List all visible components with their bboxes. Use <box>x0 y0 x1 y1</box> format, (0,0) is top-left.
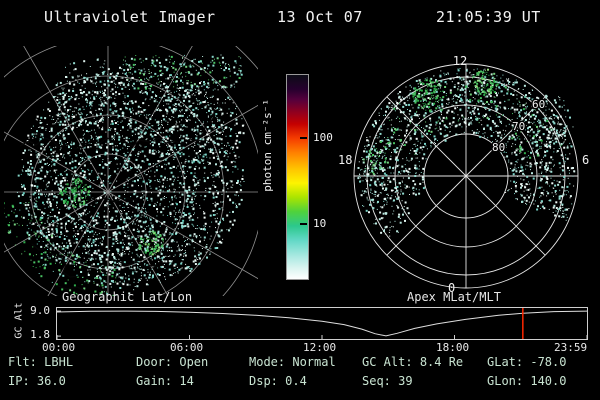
mlt-6-label: 6 <box>582 153 589 167</box>
colorbar-unit-label: photon cm⁻²s⁻¹ <box>261 99 274 192</box>
status-glat-value: -78.0 <box>530 355 567 369</box>
status-dsp-value: 0.4 <box>285 374 307 388</box>
colorbar-tick-100: 100 <box>313 131 333 144</box>
status-glon-label: GLon: <box>487 374 524 388</box>
status-gain: Gain: 14 <box>136 374 194 388</box>
status-gcalt-value: 8.4 Re <box>419 355 464 369</box>
colorbar-tickmark-100 <box>300 137 307 139</box>
magnetic-image-panel: 12 18 6 0 80 70 60 <box>338 54 589 295</box>
status-door-value: Open <box>179 355 209 369</box>
status-glat-label: GLat: <box>487 355 524 369</box>
gc-alt-ytick-low: 1.8 <box>30 328 50 341</box>
status-flt-label: Flt: <box>8 355 37 369</box>
status-gcalt-label: GC Alt: <box>362 355 413 369</box>
status-glat: GLat: -78.0 <box>487 355 566 369</box>
colorbar-gradient <box>286 74 309 280</box>
status-seq-label: Seq: <box>362 374 391 388</box>
status-seq-value: 39 <box>398 374 413 388</box>
geographic-image-panel <box>4 46 258 296</box>
status-dsp: Dsp: 0.4 <box>249 374 307 388</box>
gc-alt-axis-label: GC Alt <box>13 302 25 339</box>
xtick-0000: 00:00 <box>42 341 76 354</box>
gc-alt-curve-plot <box>57 308 587 339</box>
status-ip: IP: 36.0 <box>8 374 66 388</box>
mlt-0-label: 0 <box>448 281 455 295</box>
mlat-80-label: 80 <box>492 141 505 154</box>
status-door: Door: Open <box>136 355 208 369</box>
status-glon: GLon: 140.0 <box>487 374 566 388</box>
mlt-18-label: 18 <box>338 153 352 167</box>
time-label: 21:05:39 UT <box>436 8 541 26</box>
mlat-60-label: 60 <box>532 98 545 111</box>
mag-aurora-speckle-layer <box>357 68 576 237</box>
xtick-2359: 23:59 <box>554 341 588 354</box>
mlat-70-label: 70 <box>512 120 525 133</box>
xtick-0600: 06:00 <box>170 341 204 354</box>
geo-coastline-layer <box>19 101 222 292</box>
status-glon-value: 140.0 <box>530 374 567 388</box>
status-mode: Mode: Normal <box>249 355 336 369</box>
status-door-label: Door: <box>136 355 173 369</box>
gc-alt-strip-chart <box>56 307 588 340</box>
status-ip-value: 36.0 <box>36 374 66 388</box>
xtick-1200: 12:00 <box>303 341 337 354</box>
geo-aurora-speckle-layer <box>4 54 245 296</box>
magnetic-caption: Apex MLat/MLT <box>407 290 501 304</box>
gc-alt-ytick-high: 9.0 <box>30 304 50 317</box>
mlt-12-label: 12 <box>453 54 467 68</box>
colorbar-tick-10: 10 <box>313 217 327 230</box>
status-mode-label: Mode: <box>249 355 286 369</box>
status-mode-value: Normal <box>292 355 336 369</box>
status-gcalt: GC Alt: 8.4 Re <box>362 355 463 369</box>
status-ip-label: IP: <box>8 374 30 388</box>
status-seq: Seq: 39 <box>362 374 413 388</box>
status-dsp-label: Dsp: <box>249 374 278 388</box>
xtick-1800: 18:00 <box>436 341 470 354</box>
colorbar-tickmark-10 <box>300 223 307 225</box>
status-flt-value: LBHL <box>44 355 74 369</box>
status-flt: Flt: LBHL <box>8 355 73 369</box>
status-gain-label: Gain: <box>136 374 173 388</box>
status-gain-value: 14 <box>179 374 194 388</box>
geographic-caption: Geographic Lat/Lon <box>62 290 193 304</box>
date-label: 13 Oct 07 <box>277 8 363 26</box>
instrument-title: Ultraviolet Imager <box>44 8 216 26</box>
